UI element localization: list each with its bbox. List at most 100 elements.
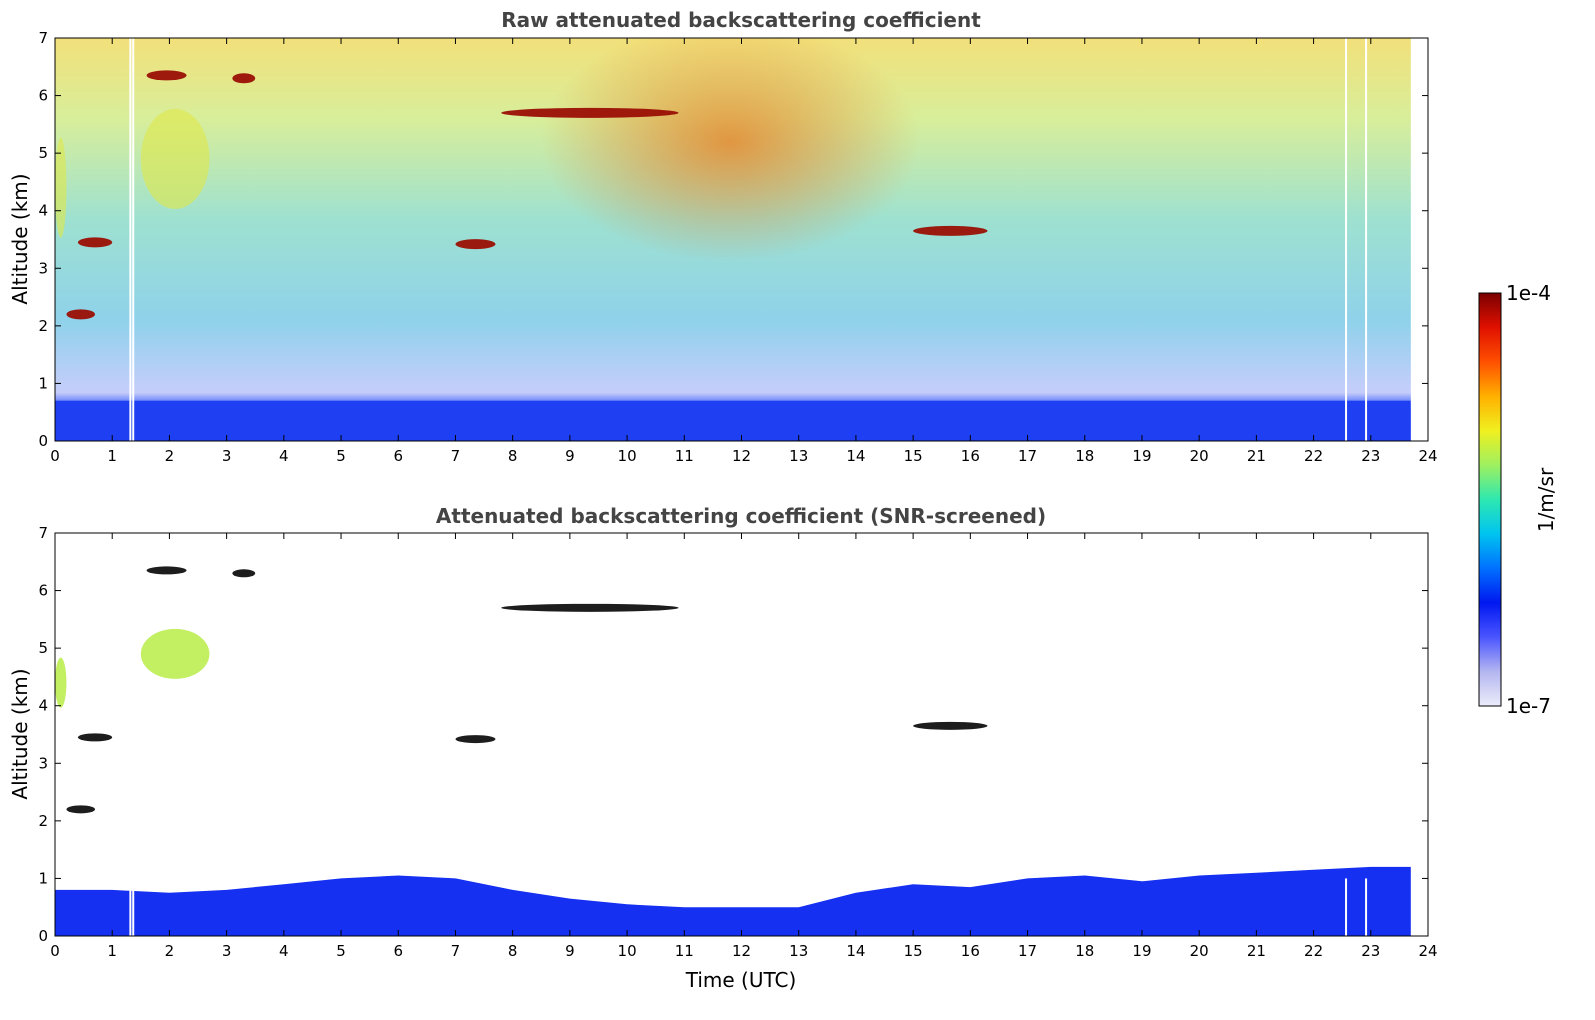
raw-warm-noise-patch — [540, 38, 921, 262]
x-tick-label: 2 — [165, 942, 175, 960]
x-tick-label: 2 — [165, 447, 175, 465]
x-tick-label: 17 — [1018, 942, 1037, 960]
colorbar-max-label: 1e-4 — [1506, 281, 1551, 305]
x-tick-label: 12 — [732, 942, 751, 960]
raw-cloud — [66, 309, 96, 320]
x-tick-label: 11 — [675, 447, 694, 465]
y-tick-label: 2 — [38, 317, 48, 335]
raw-data-gap — [132, 38, 135, 441]
x-tick-label: 13 — [789, 447, 808, 465]
raw-cloud — [232, 73, 256, 84]
screened-axes: 0 1 2 3 4 5 6 7 8 9 10 11 12 13 14 15 16 17 18 19 20 21 22 23 24… — [38, 524, 1437, 960]
x-tick-label: 0 — [50, 942, 60, 960]
x-tick-label: 16 — [961, 447, 980, 465]
x-tick-label: 17 — [1018, 447, 1037, 465]
raw-axes: 0 1 2 3 4 5 6 7 8 9 10 11 12 13 14 15 16 17 18 19 20 21 22 23 24… — [38, 29, 1437, 465]
x-tick-label: 20 — [1190, 942, 1209, 960]
raw-aerosol-layer — [140, 108, 210, 209]
x-tick-label: 15 — [904, 447, 923, 465]
y-tick-label: 5 — [38, 144, 48, 162]
colorbar-min-label: 1e-7 — [1506, 694, 1551, 718]
y-tick-label: 3 — [38, 754, 48, 772]
y-tick-label: 5 — [38, 639, 48, 657]
x-tick-label: 18 — [1075, 942, 1094, 960]
screened-data-gap — [129, 878, 132, 936]
x-tick-label: 16 — [961, 942, 980, 960]
raw-cloud — [501, 107, 679, 118]
raw-boundary-layer — [55, 400, 1411, 441]
screened-cloud — [146, 566, 187, 575]
x-tick-label: 22 — [1304, 942, 1323, 960]
y-tick-label: 4 — [38, 697, 48, 715]
raw-cloud — [455, 239, 496, 250]
screened-data-gap — [132, 878, 135, 936]
x-tick-label: 7 — [451, 942, 461, 960]
y-tick-label: 0 — [38, 927, 48, 945]
raw-cloud — [146, 70, 187, 81]
x-axis-label: Time (UTC) — [685, 968, 797, 992]
x-tick-label: 15 — [904, 942, 923, 960]
screened-boundary-layer — [55, 866, 1411, 936]
x-tick-label: 0 — [50, 447, 60, 465]
screened-cloud — [501, 603, 679, 612]
x-tick-label: 22 — [1304, 447, 1323, 465]
screened-data-gap — [1365, 878, 1368, 936]
y-tick-label: 6 — [38, 582, 48, 600]
y-tick-label: 7 — [38, 524, 48, 542]
x-tick-label: 24 — [1418, 447, 1437, 465]
x-tick-label: 8 — [508, 942, 518, 960]
x-tick-label: 21 — [1247, 447, 1266, 465]
x-tick-label: 4 — [279, 942, 289, 960]
x-tick-label: 3 — [222, 447, 232, 465]
screened-cloud — [66, 805, 96, 814]
screened-y-axis-label: Altitude (km) — [8, 668, 32, 799]
x-tick-label: 19 — [1132, 447, 1151, 465]
raw-data-gap — [129, 38, 132, 441]
x-tick-label: 11 — [675, 942, 694, 960]
y-tick-label: 0 — [38, 432, 48, 450]
raw-panel-title: Raw attenuated backscattering coefficien… — [501, 8, 981, 32]
screened-aerosol-layer — [140, 628, 210, 679]
screened-heatmap — [55, 566, 1411, 936]
x-tick-label: 3 — [222, 942, 232, 960]
y-tick-label: 6 — [38, 87, 48, 105]
x-tick-label: 8 — [508, 447, 518, 465]
raw-data-gap — [1365, 38, 1368, 441]
y-tick-label: 1 — [38, 374, 48, 392]
x-tick-label: 6 — [393, 942, 403, 960]
colorbar-bar — [1478, 292, 1502, 707]
x-tick-label: 23 — [1361, 447, 1380, 465]
x-tick-label: 4 — [279, 447, 289, 465]
raw-cloud — [913, 225, 988, 236]
raw-data-gap — [1345, 38, 1348, 441]
x-tick-label: 1 — [107, 942, 117, 960]
screened-cloud — [77, 733, 113, 742]
x-tick-label: 9 — [565, 447, 575, 465]
x-tick-label: 14 — [846, 447, 865, 465]
y-tick-label: 1 — [38, 869, 48, 887]
x-tick-label: 10 — [618, 942, 637, 960]
x-tick-label: 12 — [732, 447, 751, 465]
raw-y-axis-label: Altitude (km) — [8, 173, 32, 304]
raw-no-data-region — [1410, 38, 1428, 441]
y-tick-label: 7 — [38, 29, 48, 47]
y-tick-label: 4 — [38, 202, 48, 220]
x-tick-label: 5 — [336, 447, 346, 465]
x-tick-label: 5 — [336, 942, 346, 960]
screened-cloud — [232, 569, 256, 578]
x-tick-label: 18 — [1075, 447, 1094, 465]
raw-cloud — [77, 237, 113, 248]
x-tick-label: 1 — [107, 447, 117, 465]
screened-cloud — [913, 721, 988, 730]
x-tick-label: 6 — [393, 447, 403, 465]
x-tick-label: 21 — [1247, 942, 1266, 960]
raw-aerosol-layer — [55, 137, 67, 238]
raw-heatmap — [55, 38, 1428, 441]
screened-aerosol-layer — [55, 657, 67, 708]
y-tick-label: 2 — [38, 812, 48, 830]
screened-panel: Attenuated backscattering coefficient (S… — [8, 504, 1438, 992]
colorbar-unit-label: 1/m/sr — [1534, 467, 1558, 532]
x-tick-label: 20 — [1190, 447, 1209, 465]
screened-cloud — [455, 735, 496, 744]
